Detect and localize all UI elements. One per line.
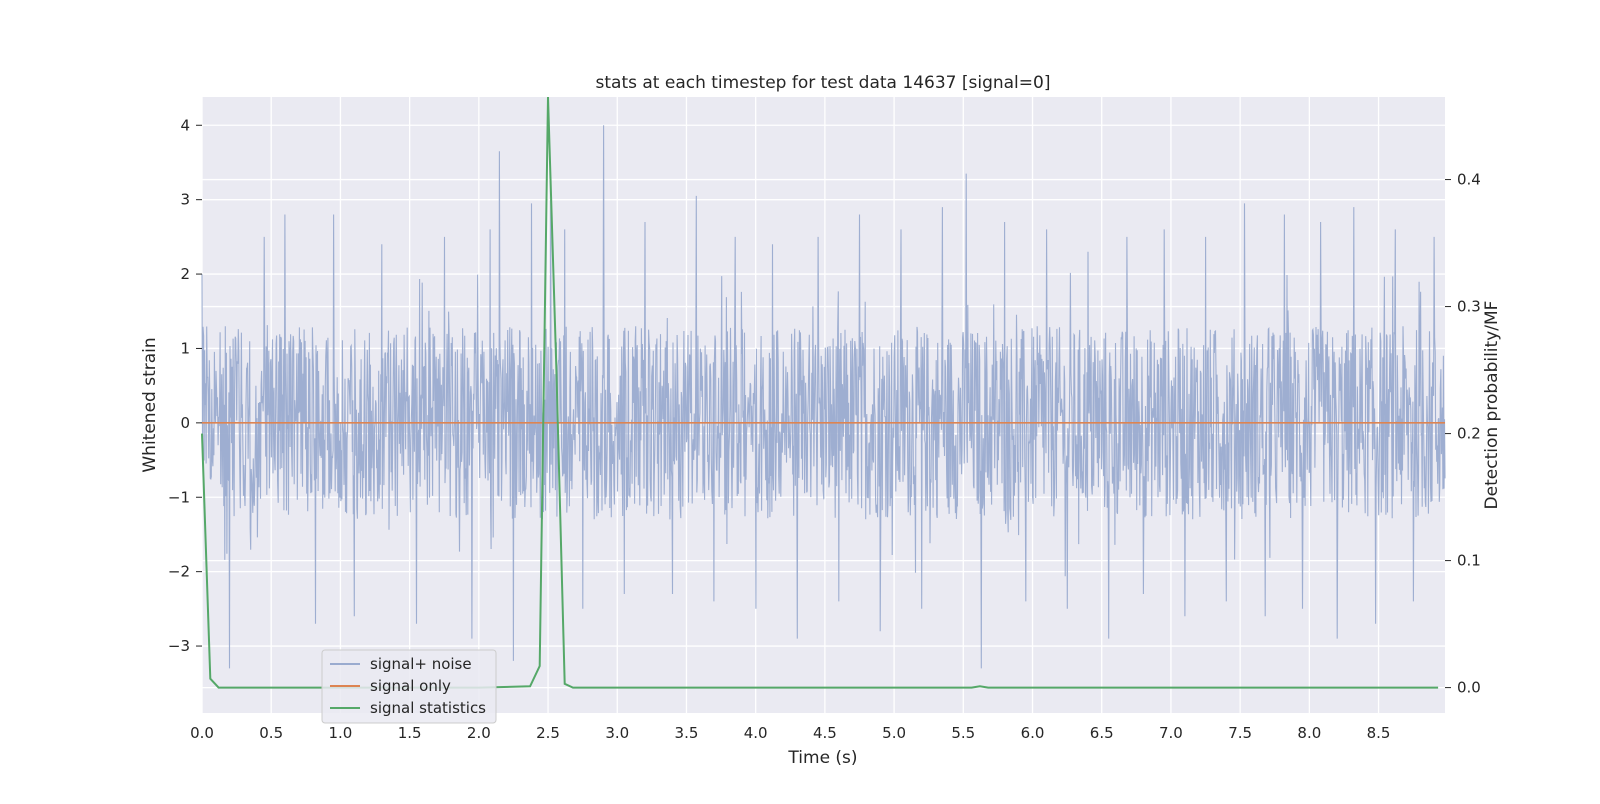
x-tick-label: 4.0	[744, 724, 768, 742]
y-left-tick-label: 4	[180, 116, 190, 134]
x-axis-ticks: 0.0 0.5 1.0 1.5 2.0 2.5 3.0 3.5 4.0 4.5 5.0 5.5 6.0 6…	[190, 724, 1390, 742]
x-tick-label: 4.5	[813, 724, 837, 742]
x-axis-label: Time (s)	[787, 748, 857, 768]
x-tick-label: 2.0	[467, 724, 491, 742]
x-tick-label: 6.0	[1021, 724, 1045, 742]
y-right-tick-label: 0.1	[1457, 552, 1481, 570]
y-right-tick-label: 0.2	[1457, 425, 1481, 443]
chart-title: stats at each timestep for test data 146…	[596, 73, 1051, 93]
y-right-tick-label: 0.0	[1457, 679, 1481, 697]
x-tick-label: 1.0	[328, 724, 352, 742]
y-right-tick-label: 0.3	[1457, 298, 1481, 316]
x-tick-label: 3.0	[605, 724, 629, 742]
x-tick-label: 8.5	[1367, 724, 1391, 742]
y-left-tick-label: −2	[168, 563, 190, 581]
legend-label-signal-statistics: signal statistics	[370, 699, 486, 717]
y-left-tick-label: 2	[180, 265, 190, 283]
lines-layer	[201, 96, 1445, 689]
y-left-tick-label: 3	[180, 191, 190, 209]
x-tick-label: 8.0	[1297, 724, 1321, 742]
y-left-tick-label: −3	[168, 637, 190, 655]
x-tick-label: 3.5	[675, 724, 699, 742]
y-left-axis-label: Whitened strain	[140, 337, 160, 472]
y-left-tick-label: −1	[168, 488, 190, 506]
x-tick-label: 7.5	[1228, 724, 1252, 742]
noise-series-layer	[201, 125, 1446, 669]
y-left-tick-label: 0	[180, 414, 190, 432]
x-tick-label: 0.5	[259, 724, 283, 742]
series-line-signal-noise	[201, 125, 1446, 669]
x-tick-label: 7.0	[1159, 724, 1183, 742]
legend-label-signal-noise: signal+ noise	[370, 655, 472, 673]
legend-label-signal-only: signal only	[370, 677, 451, 695]
legend-box	[321, 649, 497, 724]
x-tick-label: 1.5	[398, 724, 422, 742]
y-left-tick-label: 1	[180, 339, 190, 357]
y-right-axis-label: Detection probability/MF	[1482, 301, 1502, 510]
x-tick-label: 5.5	[951, 724, 975, 742]
x-tick-label: 6.5	[1090, 724, 1114, 742]
x-tick-label: 0.0	[190, 724, 214, 742]
x-tick-label: 2.5	[536, 724, 560, 742]
y-left-axis-ticks: −3 −2 −1 0 1 2 3 4	[168, 116, 202, 655]
legend: signal+ noise signal only signal statist…	[321, 649, 497, 724]
x-tick-label: 5.0	[882, 724, 906, 742]
series-line-signal-statistics	[201, 96, 1439, 689]
y-right-tick-label: 0.4	[1457, 171, 1481, 189]
y-right-axis-ticks: 0.0 0.1 0.2 0.3 0.4	[1445, 171, 1481, 697]
